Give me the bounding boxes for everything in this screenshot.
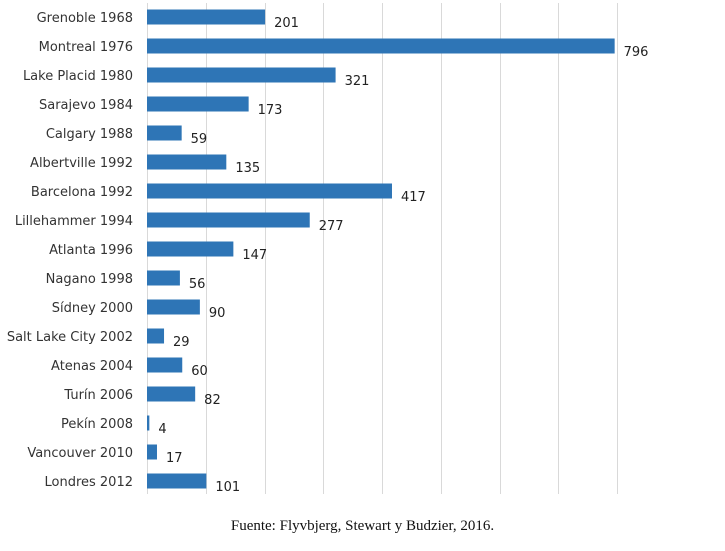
value-label: 147 [242,248,267,263]
category-label: Turín 2006 [63,388,133,403]
category-label: Atenas 2004 [51,359,133,374]
value-label: 59 [191,132,208,147]
category-label: Calgary 1988 [46,127,133,142]
category-label: Londres 2012 [44,475,133,490]
category-label: Sarajevo 1984 [39,98,133,113]
bar [147,154,227,170]
bar [147,415,150,431]
category-label: Albertville 1992 [30,156,133,171]
bar [147,328,165,344]
category-label: Lillehammer 1994 [15,214,133,229]
category-label: Sídney 2000 [52,301,133,316]
value-label: 417 [401,190,426,205]
category-label: Barcelona 1992 [31,185,133,200]
category-label: Lake Placid 1980 [23,69,133,84]
bar [147,270,180,286]
category-label: Vancouver 2010 [27,446,133,461]
value-label: 173 [258,103,283,118]
value-label: 29 [173,335,190,350]
bar [147,96,249,112]
labels: Grenoble 1968 201 Montreal 1976 796 Lake Pla… [7,11,649,495]
bar [147,9,266,25]
bar [147,67,336,83]
bar [147,241,234,257]
bar [147,183,392,199]
bar [147,299,200,315]
value-label: 321 [345,74,370,89]
bar [147,386,196,402]
value-label: 201 [274,16,299,31]
category-label: Atlanta 1996 [49,243,133,258]
bars [147,9,615,489]
value-label: 60 [191,364,208,379]
category-label: Salt Lake City 2002 [7,330,133,345]
value-label: 277 [319,219,344,234]
bar [147,212,310,228]
category-label: Grenoble 1968 [37,11,133,26]
bar [147,357,183,373]
grid-lines [147,3,618,494]
bar [147,444,157,460]
value-label: 56 [189,277,206,292]
bar [147,38,615,54]
value-label: 4 [158,422,166,437]
value-label: 17 [166,451,183,466]
category-label: Pekín 2008 [61,417,133,432]
bar [147,473,207,489]
value-label: 796 [624,45,649,60]
value-label: 90 [209,306,226,321]
bar [147,125,182,141]
category-label: Montreal 1976 [39,40,133,55]
value-label: 101 [215,480,240,495]
source-note: Fuente: Flyvbjerg, Stewart y Budzier, 20… [230,518,495,534]
value-label: 135 [235,161,260,176]
category-label: Nagano 1998 [46,272,133,287]
value-label: 82 [204,393,221,408]
